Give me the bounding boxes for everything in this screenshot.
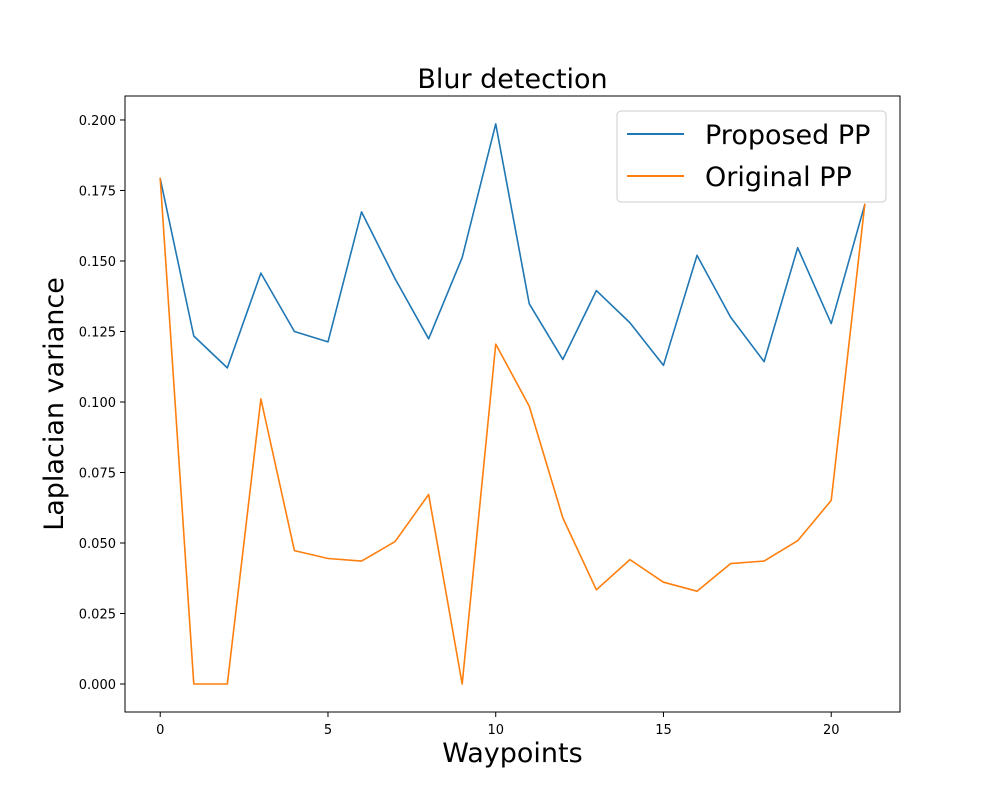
y-tick-label: 0.075 (79, 466, 116, 481)
y-tick-label: 0.200 (79, 114, 116, 129)
series-line-1 (159, 123, 866, 369)
x-axis-title: Waypoints (442, 738, 582, 769)
series-lines (159, 123, 866, 685)
plot-frame (124, 95, 901, 713)
y-tick-label: 0.050 (79, 537, 116, 552)
legend-box (616, 110, 887, 203)
y-axis-title: Laplacian variance (39, 277, 70, 531)
chart-title: Blur detection (417, 64, 607, 95)
series-line-2 (159, 177, 866, 685)
x-axis: 0 5 10 15 20 (156, 712, 839, 738)
x-tick-label: 20 (823, 723, 840, 738)
x-tick-label: 0 (156, 723, 164, 738)
y-tick-label: 0.175 (79, 184, 116, 199)
y-tick-label: 0.125 (79, 325, 116, 340)
legend: Proposed PP Original PP (616, 110, 887, 203)
x-tick-label: 10 (487, 723, 504, 738)
y-tick-label: 0.000 (79, 678, 116, 693)
x-tick-label: 5 (324, 723, 332, 738)
y-axis: 0.000 0.025 0.050 0.075 0.100 0.125 0.150 0.175… (79, 114, 125, 693)
y-tick-label: 0.150 (79, 255, 116, 270)
y-tick-label: 0.025 (79, 607, 116, 622)
y-tick-label: 0.100 (79, 396, 116, 411)
legend-label: Original PP (705, 162, 852, 193)
x-tick-label: 15 (655, 723, 672, 738)
legend-label: Proposed PP (705, 120, 870, 151)
